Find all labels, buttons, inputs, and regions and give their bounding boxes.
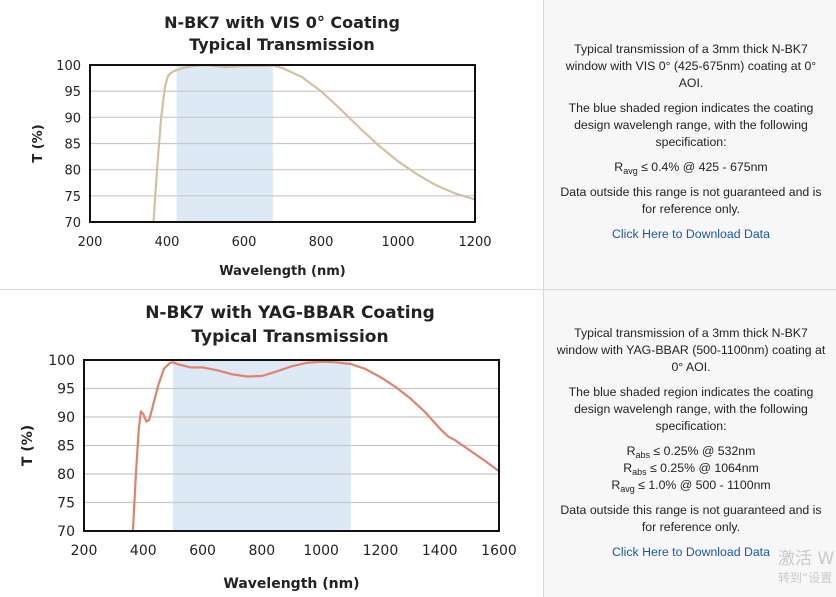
- x-tick-label: 1000: [303, 543, 339, 559]
- y-tick-label: 95: [64, 85, 81, 100]
- spec-value: ≤ 1.0% @ 500 - 1100nm: [634, 478, 771, 492]
- spec-line: Rabs ≤ 0.25% @ 1064nm: [556, 460, 826, 477]
- x-axis-label: Wavelength (nm): [219, 264, 345, 279]
- spec-symbol: R: [626, 444, 636, 458]
- disclaimer-text: Data outside this range is not guarantee…: [560, 503, 822, 534]
- y-tick-label: 85: [64, 138, 81, 153]
- y-tick-label: 70: [64, 216, 81, 231]
- transmission-line: [131, 360, 499, 531]
- plot-frame: [83, 359, 500, 532]
- x-tick-label: 1000: [381, 235, 414, 250]
- x-tick-label: 200: [71, 543, 98, 559]
- spec-value: ≤ 0.25% @ 1064nm: [646, 461, 759, 475]
- y-tick-label: 95: [57, 382, 75, 398]
- y-tick-label: 80: [64, 164, 81, 179]
- spec-list: Ravg ≤ 0.4% @ 425 - 675nm: [556, 159, 826, 176]
- y-tick-label: 90: [57, 410, 75, 426]
- spec-value: ≤ 0.25% @ 532nm: [650, 444, 756, 458]
- disclaimer-text: Data outside this range is not guarantee…: [560, 185, 822, 216]
- chart-yag-bbar-coating: N-BK7 with YAG-BBAR Coating Typical Trans…: [20, 303, 517, 592]
- y-tick-label: 100: [48, 353, 75, 369]
- spec-subscript: avg: [623, 166, 638, 176]
- chart-subtitle: Typical Transmission: [191, 327, 388, 347]
- plot-frame: [89, 64, 476, 223]
- download-data-link[interactable]: Click Here to Download Data: [612, 227, 770, 241]
- spec-symbol: R: [614, 160, 624, 174]
- x-tick-label: 800: [309, 235, 334, 250]
- y-axis-label: T (%): [31, 124, 46, 162]
- watermark-line-1: 激活 W: [778, 549, 835, 569]
- x-tick-label: 800: [248, 543, 275, 559]
- spec-list: Rabs ≤ 0.25% @ 532nm Rabs ≤ 0.25% @ 1064n…: [556, 443, 826, 494]
- y-tick-label: 75: [64, 190, 81, 205]
- chart-title: N-BK7 with VIS 0° Coating: [164, 13, 400, 32]
- description-text: Typical transmission of a 3mm thick N-BK…: [556, 326, 826, 374]
- chart-row-1: N-BK7 with VIS 0° Coating Typical Transmi…: [0, 0, 836, 290]
- x-tick-label: 400: [130, 543, 157, 559]
- chart-panel-1: N-BK7 with VIS 0° Coating Typical Transmi…: [0, 0, 544, 289]
- y-tick-label: 70: [57, 524, 75, 540]
- description-panel-2: Typical transmission of a 3mm thick N-BK…: [544, 290, 836, 597]
- x-tick-label: 1200: [458, 235, 491, 250]
- spec-symbol: R: [611, 478, 621, 492]
- x-tick-label: 1600: [481, 543, 517, 559]
- spec-subscript: avg: [620, 484, 635, 494]
- y-tick-label: 100: [56, 59, 81, 74]
- x-axis-label: Wavelength (nm): [223, 576, 359, 592]
- activation-watermark: 激活 W 转到“设置: [778, 548, 836, 586]
- y-tick-label: 75: [57, 496, 75, 512]
- spec-line: Ravg ≤ 1.0% @ 500 - 1100nm: [556, 477, 826, 494]
- watermark-line-2: 转到“设置: [778, 571, 833, 585]
- description-block-2: Typical transmission of a 3mm thick N-BK…: [556, 325, 826, 569]
- spec-value: ≤ 0.4% @ 425 - 675nm: [637, 160, 768, 174]
- y-axis-label: T (%): [20, 425, 36, 466]
- chart-title: N-BK7 with YAG-BBAR Coating: [145, 303, 435, 323]
- description-text: Typical transmission of a 3mm thick N-BK…: [565, 42, 817, 90]
- spec-line: Rabs ≤ 0.25% @ 532nm: [556, 443, 826, 460]
- x-tick-label: 600: [232, 235, 257, 250]
- spec-subscript: abs: [632, 467, 647, 477]
- x-tick-label: 200: [78, 235, 103, 250]
- download-data-link[interactable]: Click Here to Download Data: [612, 545, 770, 559]
- description-block-1: Typical transmission of a 3mm thick N-BK…: [556, 41, 826, 251]
- y-tick-label: 80: [57, 467, 75, 483]
- spec-subscript: abs: [635, 450, 651, 460]
- spec-line: Ravg ≤ 0.4% @ 425 - 675nm: [556, 159, 826, 176]
- description-panel-1: Typical transmission of a 3mm thick N-BK…: [544, 0, 836, 289]
- shaded-note: The blue shaded region indicates the coa…: [568, 101, 814, 149]
- chart-subtitle: Typical Transmission: [189, 35, 375, 54]
- chart-panel-2: N-BK7 with YAG-BBAR Coating Typical Trans…: [0, 290, 544, 597]
- x-tick-label: 1200: [363, 543, 399, 559]
- x-tick-label: 600: [189, 543, 216, 559]
- x-tick-label: 400: [155, 235, 180, 250]
- chart-row-2: N-BK7 with YAG-BBAR Coating Typical Trans…: [0, 290, 836, 597]
- x-tick-label: 1400: [422, 543, 458, 559]
- spec-symbol: R: [623, 461, 633, 475]
- y-tick-label: 85: [57, 439, 75, 455]
- y-tick-label: 90: [64, 111, 81, 126]
- chart-vis-coating: N-BK7 with VIS 0° Coating Typical Transmi…: [31, 13, 492, 279]
- shaded-note: The blue shaded region indicates the coa…: [568, 385, 814, 433]
